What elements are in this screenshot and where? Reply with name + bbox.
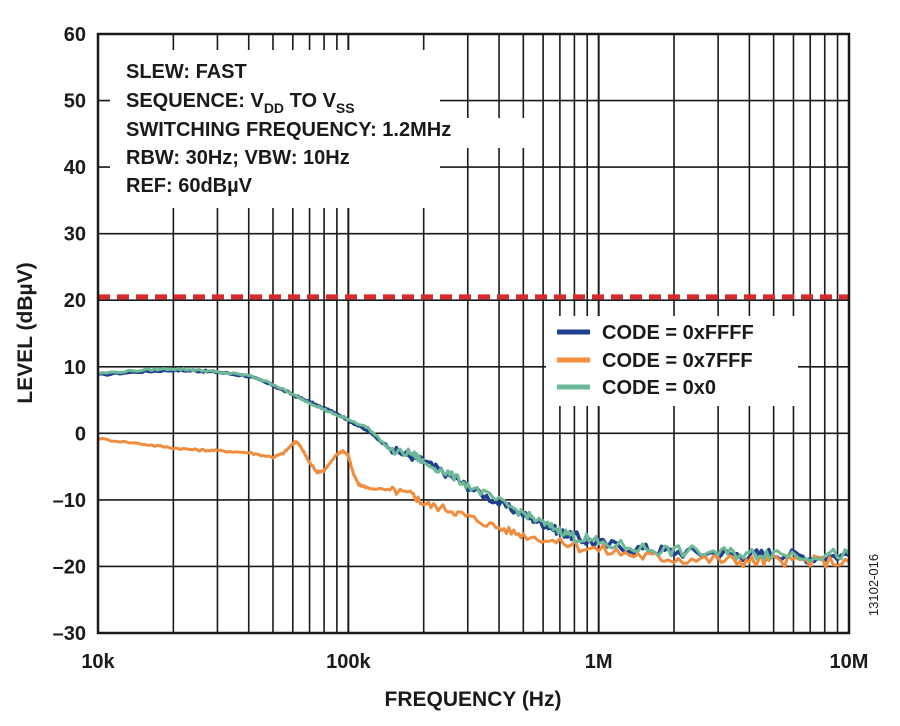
y-tick-label: 30 — [64, 224, 86, 246]
y-tick-label: –20 — [53, 556, 86, 578]
annotation-sequence: SEQUENCE: VDD TO VSS — [126, 90, 355, 116]
y-tick-label: 40 — [64, 157, 86, 179]
x-tick-label: 100k — [326, 651, 371, 673]
annotation-slew: SLEW: FAST — [126, 61, 247, 83]
y-tick-label: –30 — [53, 623, 86, 645]
x-tick-label: 10k — [81, 651, 115, 673]
series-line-code-0x0 — [97, 367, 851, 563]
annotation-box-wide — [110, 118, 538, 148]
figure-id: 13102-016 — [866, 554, 881, 616]
legend-label-0x7fff: CODE = 0x7FFF — [602, 350, 753, 372]
y-axis-title: LEVEL (dBµV) — [14, 262, 37, 403]
x-tick-label: 1M — [585, 651, 613, 673]
y-tick-label: 60 — [64, 24, 86, 46]
y-tick-label: 10 — [64, 357, 86, 379]
y-tick-label: 0 — [75, 423, 86, 445]
series-line-code-0x7fff — [97, 437, 850, 569]
y-tick-label: 20 — [64, 290, 86, 312]
series-group — [97, 367, 851, 569]
y-tick-label: –10 — [53, 490, 86, 512]
legend-label-0x0: CODE = 0x0 — [602, 377, 716, 399]
x-axis-title: FREQUENCY (Hz) — [385, 688, 562, 711]
plot-frame — [96, 32, 851, 635]
y-tick-label: 50 — [64, 91, 86, 113]
y-tick-labels: 60 50 40 30 20 10 0 –10 –20 –30 — [53, 24, 86, 645]
annotation-switching-frequency: SWITCHING FREQUENCY: 1.2MHz — [126, 119, 451, 141]
x-tick-labels: 10k 100k 1M 10M — [81, 651, 868, 673]
legend: CODE = 0xFFFF CODE = 0x7FFF CODE = 0x0 — [557, 322, 754, 399]
annotation-ref: REF: 60dBµV — [126, 175, 253, 197]
legend-label-0xffff: CODE = 0xFFFF — [602, 322, 754, 344]
annotation-rbw-vbw: RBW: 30Hz; VBW: 10Hz — [126, 147, 350, 169]
x-tick-label: 10M — [830, 651, 869, 673]
